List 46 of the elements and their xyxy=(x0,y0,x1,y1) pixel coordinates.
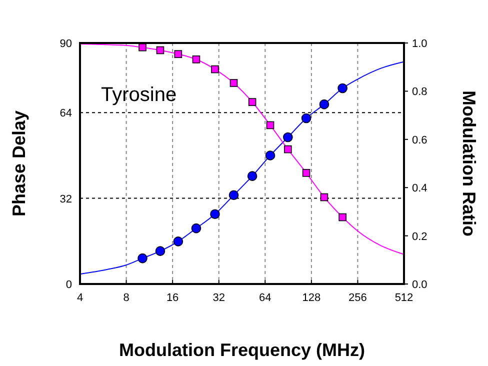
y2-tick-label: 1.0 xyxy=(412,38,428,50)
point xyxy=(211,65,219,74)
y2-tick-label: 0.6 xyxy=(412,134,428,146)
y-tick-label: 90 xyxy=(60,38,72,50)
point xyxy=(248,98,256,106)
point xyxy=(302,169,310,177)
point xyxy=(338,83,348,94)
y2-tick-label: 0.4 xyxy=(412,182,428,195)
annotation: Tyrosine xyxy=(101,84,177,106)
x-axis-title: Modulation Frequency (MHz) xyxy=(119,340,365,360)
point xyxy=(283,132,293,142)
x-tick-label: 256 xyxy=(348,292,367,304)
point xyxy=(284,145,292,154)
point xyxy=(266,121,274,130)
point xyxy=(210,209,220,220)
x-tick-label: 16 xyxy=(166,292,179,304)
point xyxy=(230,79,238,87)
point xyxy=(156,46,164,54)
y-tick-label: 0 xyxy=(66,279,72,291)
x-tick-label: 64 xyxy=(259,292,272,304)
x-tick-label: 8 xyxy=(123,292,130,304)
point xyxy=(301,113,312,124)
point xyxy=(138,253,148,264)
x-tick-label: 32 xyxy=(212,292,225,304)
y-axis-title: Phase Delay xyxy=(9,110,29,217)
y2-tick-label: 0.2 xyxy=(412,230,428,243)
x-tick-label: 512 xyxy=(394,292,414,304)
y-tick-label: 32 xyxy=(60,193,72,206)
point xyxy=(338,213,346,222)
point xyxy=(247,171,258,181)
point xyxy=(174,50,182,58)
point xyxy=(173,236,184,246)
y2-tick-label: 0.0 xyxy=(412,279,428,291)
x-tick-label: 4 xyxy=(76,292,84,304)
y2-tick-label: 0.8 xyxy=(412,86,428,98)
point xyxy=(228,190,239,200)
point xyxy=(191,223,202,234)
x-tick-label: 128 xyxy=(302,292,321,304)
point xyxy=(155,246,166,256)
point xyxy=(265,150,276,160)
y-tick-label: 64 xyxy=(60,108,72,120)
point xyxy=(138,43,146,52)
point xyxy=(319,99,330,110)
point xyxy=(320,193,328,202)
point xyxy=(192,55,200,64)
y2-axis-title: Modulation Ratio xyxy=(459,90,479,236)
